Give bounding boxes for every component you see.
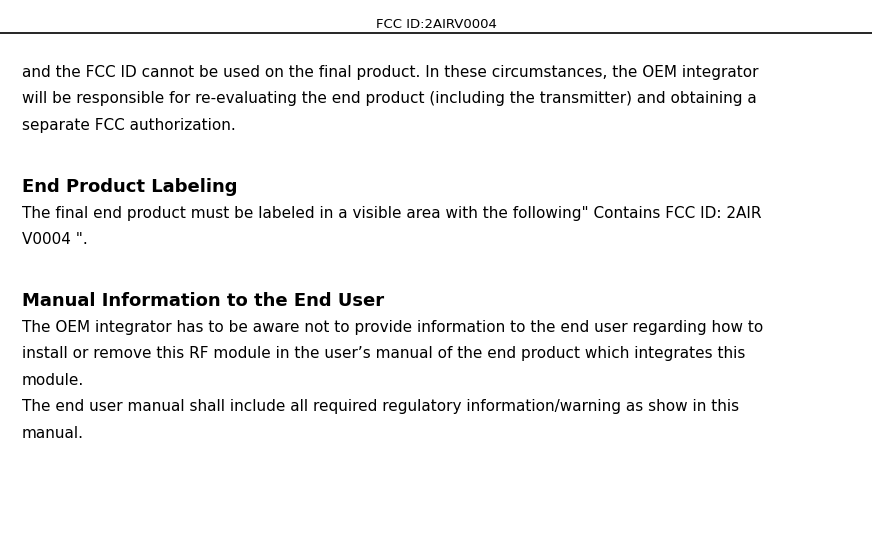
Text: separate FCC authorization.: separate FCC authorization.	[22, 118, 235, 133]
Text: manual.: manual.	[22, 426, 84, 441]
Text: install or remove this RF module in the user’s manual of the end product which i: install or remove this RF module in the …	[22, 346, 746, 361]
Text: and the FCC ID cannot be used on the final product. In these circumstances, the : and the FCC ID cannot be used on the fin…	[22, 65, 759, 80]
Text: Manual Information to the End User: Manual Information to the End User	[22, 292, 385, 310]
Text: module.: module.	[22, 373, 85, 388]
Text: V0004 ".: V0004 ".	[22, 232, 88, 247]
Text: The final end product must be labeled in a visible area with the following" Cont: The final end product must be labeled in…	[22, 206, 761, 221]
Text: End Product Labeling: End Product Labeling	[22, 177, 237, 195]
Text: will be responsible for re-evaluating the end product (including the transmitter: will be responsible for re-evaluating th…	[22, 91, 757, 106]
Text: The OEM integrator has to be aware not to provide information to the end user re: The OEM integrator has to be aware not t…	[22, 319, 763, 334]
Text: FCC ID:2AIRV0004: FCC ID:2AIRV0004	[376, 18, 496, 31]
Text: The end user manual shall include all required regulatory information/warning as: The end user manual shall include all re…	[22, 399, 739, 414]
